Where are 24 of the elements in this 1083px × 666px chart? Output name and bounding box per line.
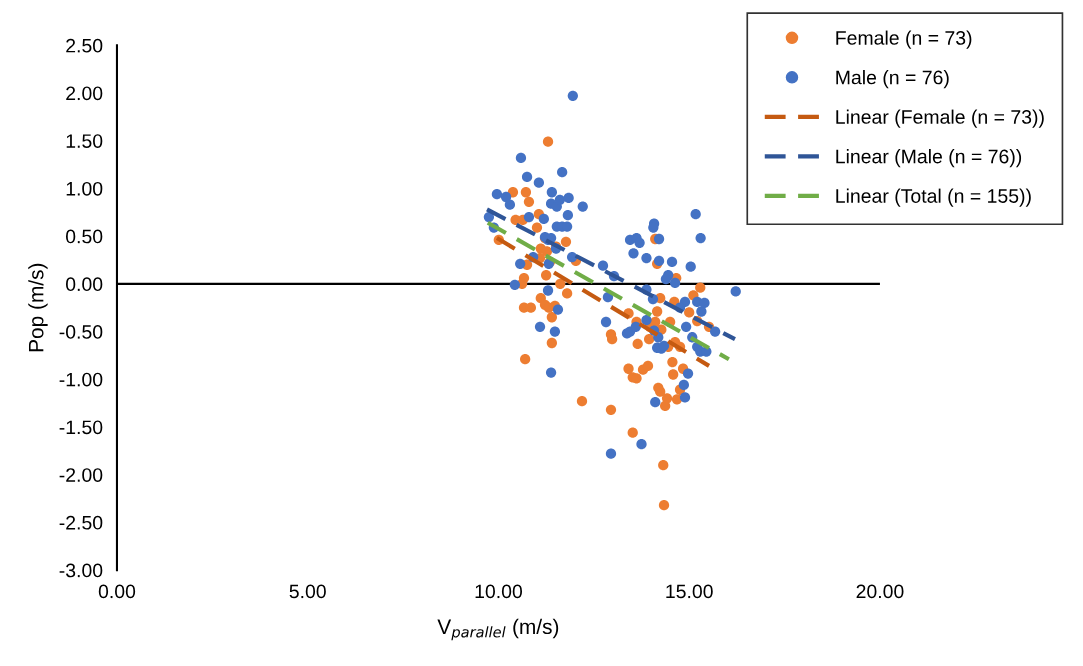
x-tick-label: 20.00 xyxy=(856,584,904,599)
y-axis-title: Pop (m/s) xyxy=(28,263,48,352)
x-tick-label: 15.00 xyxy=(666,584,713,599)
y-tick-label: 1.00 xyxy=(66,181,103,196)
y-tick-label: 1.50 xyxy=(66,134,103,148)
x-tick-label: 0.00 xyxy=(98,584,136,599)
y-tick-label: -1.50 xyxy=(59,420,103,435)
y-tick-label: 0.50 xyxy=(65,229,103,244)
x-axis-title: V$_{parallel}$ (m/s) xyxy=(437,618,559,641)
y-tick-label: 0.00 xyxy=(65,277,103,292)
x-tick-label: 10.00 xyxy=(475,584,523,599)
legend-label: Female (n = 73) xyxy=(836,30,972,49)
y-tick-label: 2.00 xyxy=(66,86,103,101)
x-tick-label: 5.00 xyxy=(289,584,326,599)
y-tick-label: -0.50 xyxy=(59,325,103,339)
legend-label: Linear (Male (n = 76)) xyxy=(836,149,1022,168)
legend-label: Linear (Total (n = 155)) xyxy=(836,188,1031,207)
y-tick-label: 2.50 xyxy=(66,38,103,53)
y-tick-label: -3.00 xyxy=(59,563,103,578)
y-tick-label: -2.00 xyxy=(59,468,103,482)
y-tick-label: -1.00 xyxy=(59,372,103,387)
y-tick-label: -2.50 xyxy=(59,515,103,530)
legend-label: Linear (Female (n = 73)) xyxy=(836,109,1044,128)
legend-label: Male (n = 76) xyxy=(836,70,949,89)
